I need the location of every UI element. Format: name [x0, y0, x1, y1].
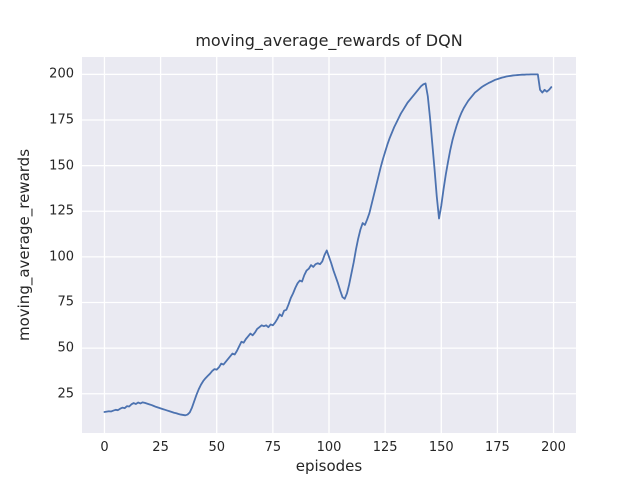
x-tick-label: 50 [208, 440, 225, 455]
plot-area [82, 57, 576, 433]
chart-title: moving_average_rewards of DQN [195, 31, 463, 50]
x-tick-label: 75 [264, 440, 282, 455]
y-tick-label: 100 [49, 249, 74, 265]
y-tick-label: 175 [49, 112, 74, 128]
x-tick-label: 150 [428, 440, 454, 455]
y-tick-label: 25 [57, 386, 74, 402]
y-tick-label: 75 [57, 294, 74, 310]
x-tick-label: 25 [152, 440, 169, 455]
y-tick-label: 150 [49, 158, 74, 174]
x-axis-label: episodes [295, 457, 363, 475]
x-tick-label: 100 [316, 440, 342, 455]
x-tick-label: 125 [372, 440, 398, 455]
y-tick-label: 200 [49, 66, 74, 82]
x-tick-label: 0 [100, 440, 109, 455]
x-tick-label: 175 [484, 440, 510, 455]
chart-svg [82, 57, 576, 433]
y-tick-label: 50 [57, 340, 74, 356]
y-axis-label: moving_average_rewards [15, 148, 33, 342]
x-tick-label: 200 [541, 440, 566, 455]
y-tick-label: 125 [49, 203, 74, 219]
series-line [103, 73, 553, 417]
